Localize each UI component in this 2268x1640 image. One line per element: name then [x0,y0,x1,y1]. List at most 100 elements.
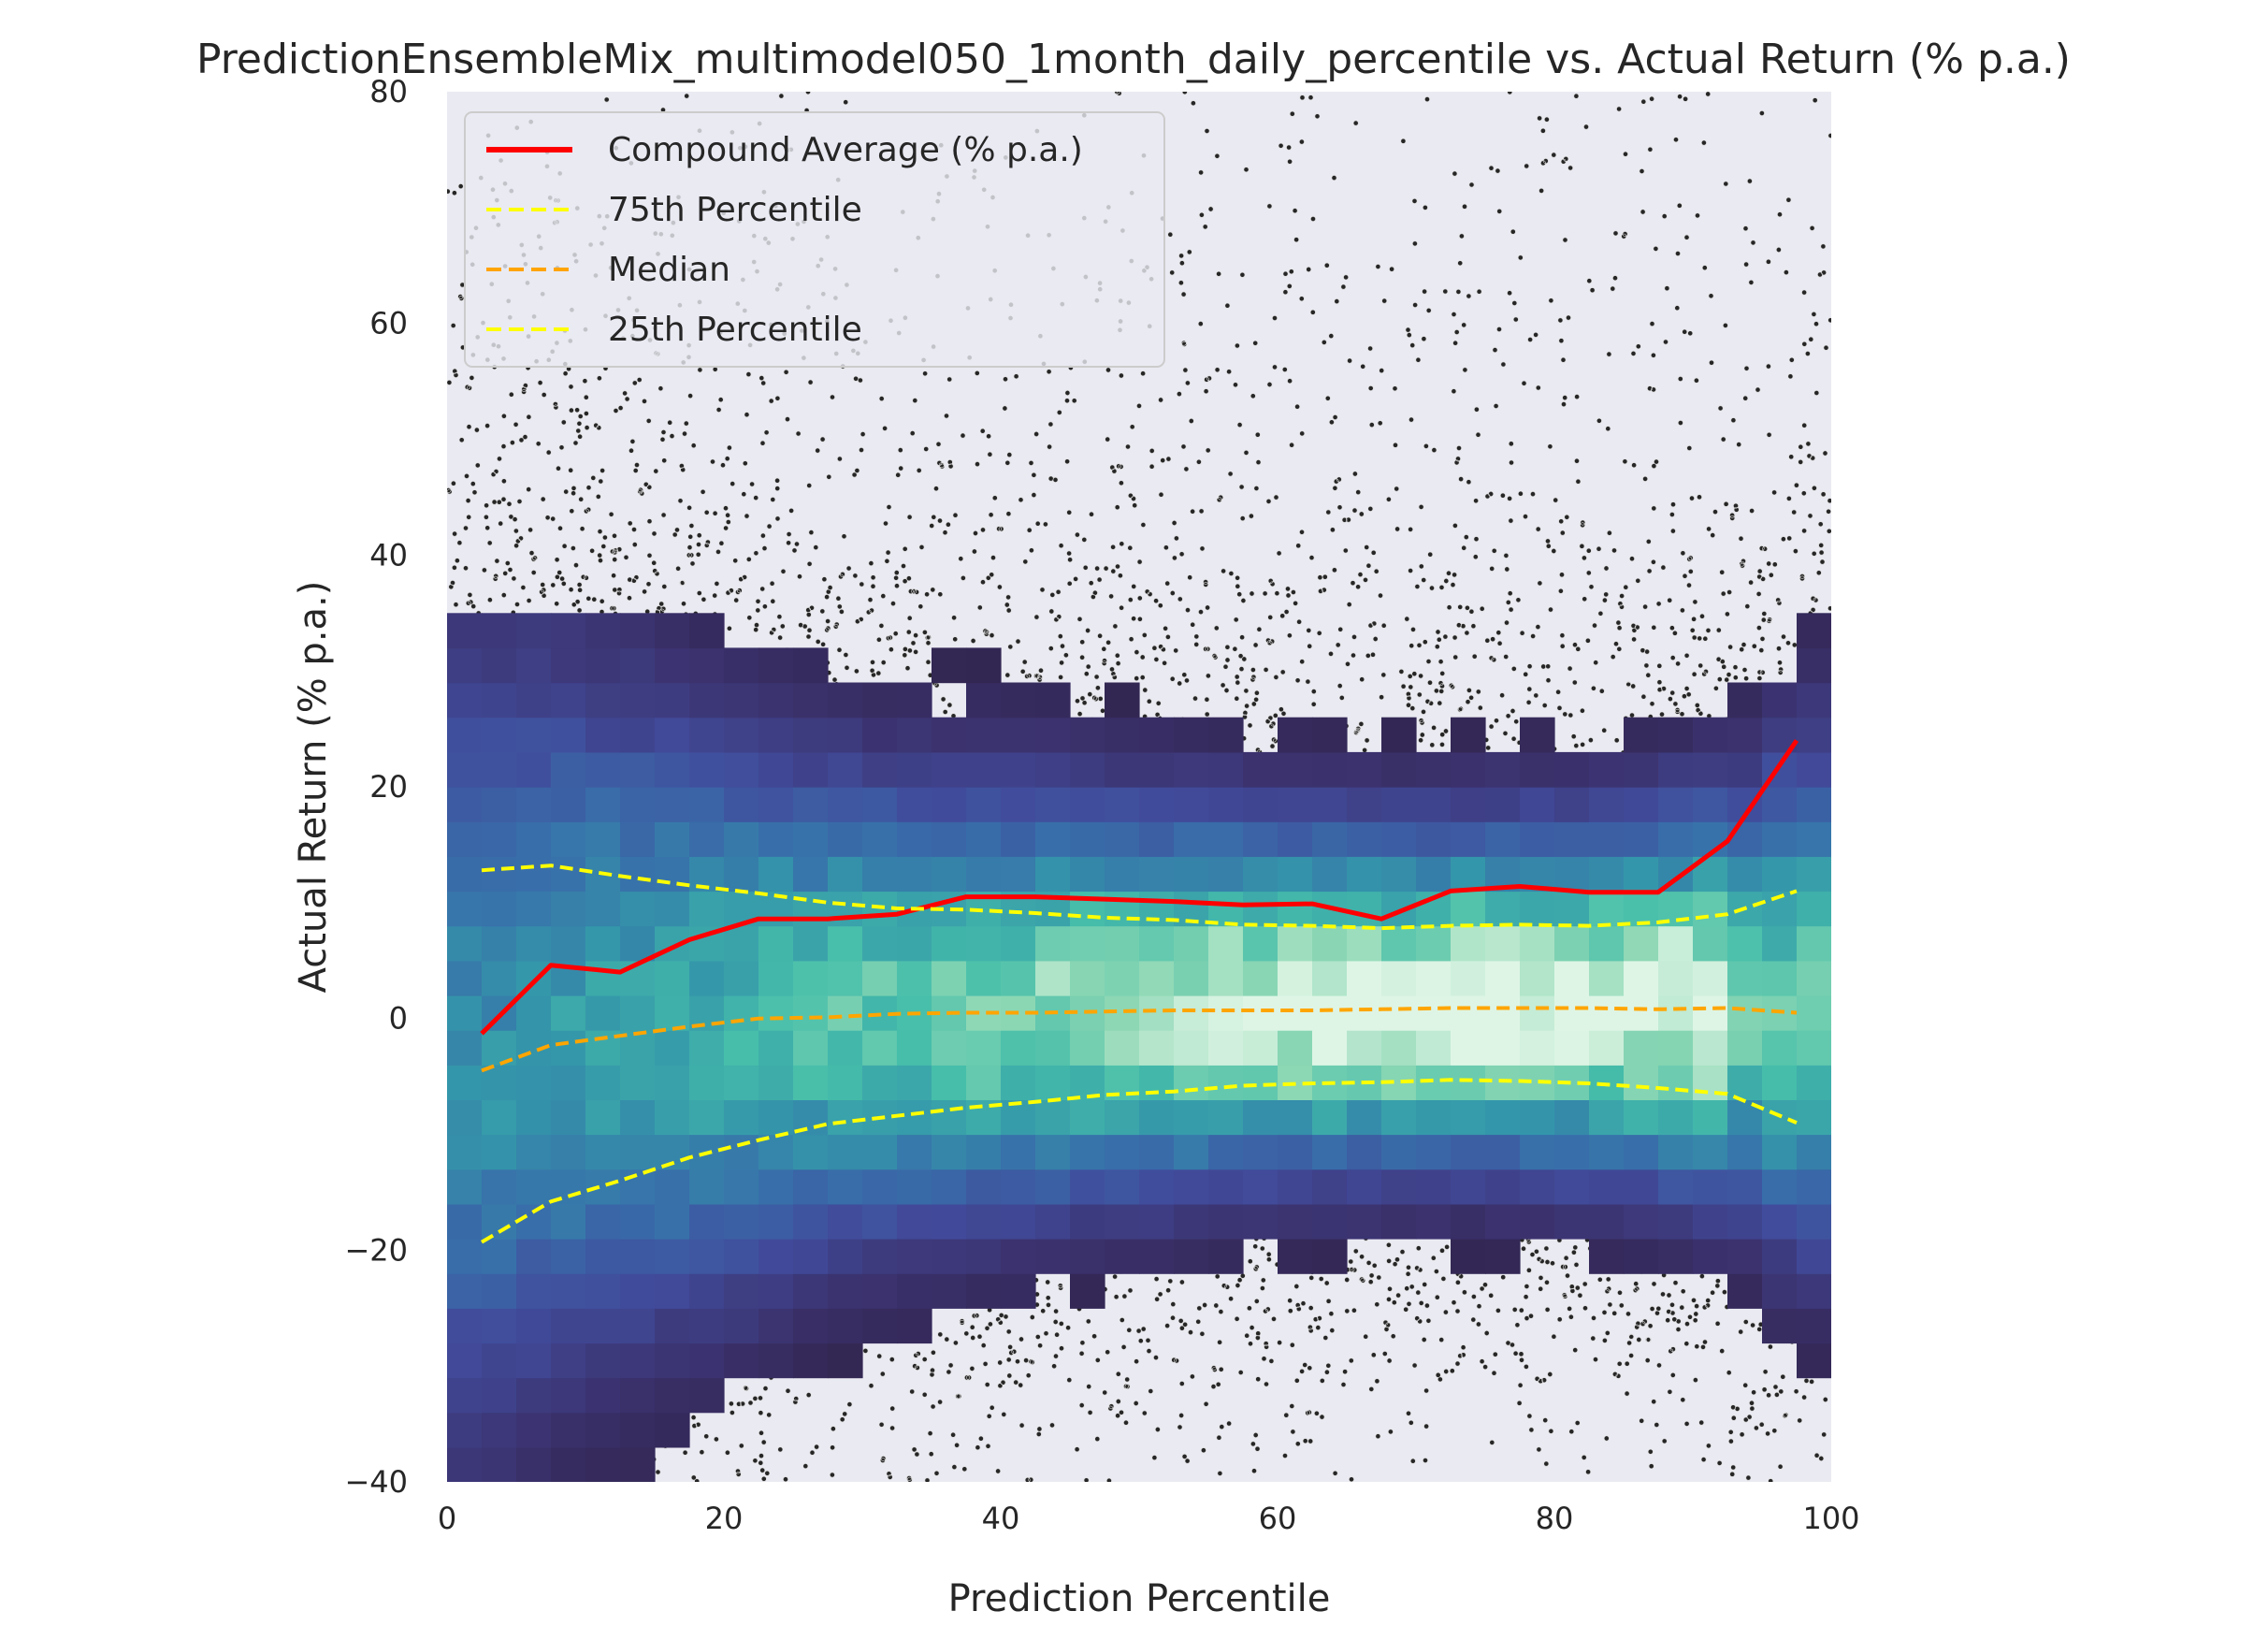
heatmap-cell [1485,1099,1521,1135]
heatmap-cell [1658,1099,1694,1135]
heatmap-cell [1139,1065,1175,1100]
heatmap-cell [1070,752,1105,788]
heatmap-cell [447,961,483,996]
heatmap-cell [724,752,759,788]
heatmap-cell [1001,787,1036,822]
heatmap-cell [1381,821,1417,857]
heatmap-cell [1312,856,1348,892]
heatmap-cell [655,683,690,718]
heatmap-cell [1139,821,1175,857]
heatmap-cell [1208,1065,1244,1100]
heatmap-cell [585,926,621,962]
heatmap-cell [862,718,898,753]
legend-label: Compound Average (% p.a.) [608,131,1083,169]
heatmap-cell [1762,1030,1798,1066]
heatmap-cell [516,926,552,962]
heatmap-cell [1693,1030,1728,1066]
heatmap-cell [1278,1099,1313,1135]
heatmap-cell [1624,995,1659,1031]
heatmap-cell [1139,1169,1175,1205]
chart-title: PredictionEnsembleMix_multimodel050_1mon… [196,36,2071,83]
heatmap-cell [1589,821,1625,857]
heatmap-cell [689,752,725,788]
heatmap-cell [1727,1030,1763,1066]
heatmap-cell [1554,787,1590,822]
heatmap-cell [1451,995,1486,1031]
heatmap-cell [1727,1065,1763,1100]
heatmap-cell [932,1065,967,1100]
heatmap-cell [1105,961,1140,996]
heatmap-cell [1693,1239,1728,1274]
heatmap-cell [1035,1065,1071,1100]
heatmap-cell [1139,752,1175,788]
x-tick-label: 0 [438,1501,456,1536]
heatmap-cell [1001,821,1036,857]
heatmap-cell [447,1308,483,1343]
x-tick-label: 100 [1802,1501,1859,1536]
heatmap-cell [1693,1204,1728,1240]
heatmap-cell [1035,961,1071,996]
heatmap-cell [724,1030,759,1066]
heatmap-cell [793,1204,829,1240]
heatmap-cell [1589,891,1625,926]
heatmap-cell [1070,856,1105,892]
heatmap-cell [793,647,829,683]
x-axis-label: Prediction Percentile [948,1577,1331,1620]
heatmap-cell [516,995,552,1031]
heatmap-cell [585,647,621,683]
heatmap-cell [1243,1065,1278,1100]
heatmap-cell [828,926,863,962]
heatmap-cell [1278,926,1313,962]
heatmap-cell [1797,856,1832,892]
heatmap-cell [620,1413,656,1448]
heatmap-cell [1451,1030,1486,1066]
heatmap-cell [897,683,932,718]
heatmap-cell [447,926,483,962]
heatmap-cell [1554,1030,1590,1066]
heatmap-cell [655,1239,690,1274]
heatmap-cell [793,1273,829,1309]
heatmap-cell [724,647,759,683]
heatmap-cell [966,683,1002,718]
heatmap-cell [447,647,483,683]
heatmap-cell [551,891,586,926]
heatmap-cell [482,1413,517,1448]
heatmap-cell [447,1065,483,1100]
heatmap-cell [516,1342,552,1378]
heatmap-cell [447,1169,483,1205]
heatmap-cell [482,1169,517,1205]
heatmap-cell [724,1342,759,1378]
heatmap-cell [1554,1099,1590,1135]
heatmap-cell [655,787,690,822]
heatmap-cell [516,1447,552,1483]
heatmap-cell [966,752,1002,788]
heatmap-cell [1589,1099,1625,1135]
heatmap-cell [793,926,829,962]
heatmap-cell [1278,1239,1313,1274]
heatmap-cell [620,1135,656,1170]
heatmap-cell [1554,821,1590,857]
heatmap-cell [758,1273,794,1309]
heatmap-cell [1589,752,1625,788]
heatmap-cell [1312,926,1348,962]
heatmap-cell [551,926,586,962]
heatmap-cell [1624,752,1659,788]
heatmap-cell [516,1099,552,1135]
heatmap-cell [1797,961,1832,996]
heatmap-cell [1035,1135,1071,1170]
heatmap-cell [447,787,483,822]
heatmap-cell [862,1169,898,1205]
heatmap-cell [1416,1204,1452,1240]
heatmap-cell [1520,1169,1555,1205]
heatmap-cell [862,926,898,962]
heatmap-cell [793,752,829,788]
heatmap-cell [1381,752,1417,788]
heatmap-cell [1243,961,1278,996]
heatmap-cell [1139,856,1175,892]
heatmap-cell [1554,995,1590,1031]
heatmap-cell [966,856,1002,892]
heatmap-cell [1208,1169,1244,1205]
heatmap-cell [1658,1204,1694,1240]
heatmap-cell [1347,787,1382,822]
heatmap-cell [551,1065,586,1100]
